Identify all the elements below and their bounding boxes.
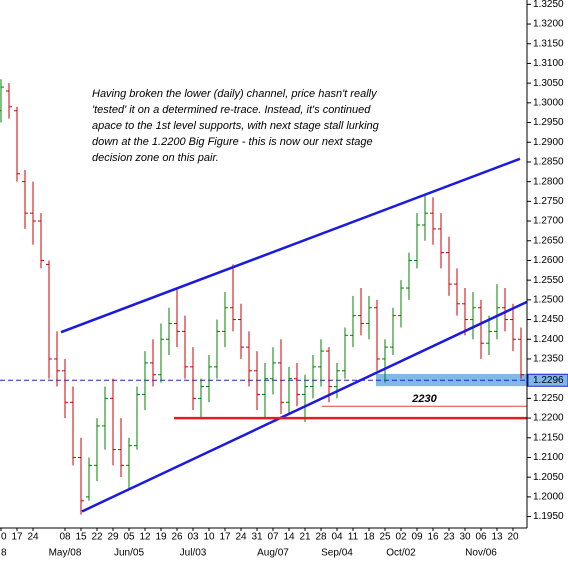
x-tick-label: 19 [155, 532, 167, 543]
annotation: Having broken the lower (daily) channel,… [92, 88, 380, 164]
trend-line [81, 300, 528, 513]
x-tick-label: 24 [235, 532, 247, 543]
y-tick-label: 1.2350 [533, 354, 564, 365]
y-tick-label: 1.2650 [533, 235, 564, 246]
y-tick-label: 1.2550 [533, 275, 564, 286]
y-tick-label: 1.2000 [533, 492, 564, 503]
x-tick-label: 11 [348, 532, 359, 543]
x-tick-label: 21 [299, 532, 311, 543]
x-tick-label: 05 [123, 532, 135, 543]
y-tick-label: 1.2900 [533, 137, 564, 148]
month-label: 8 [1, 548, 7, 559]
x-tick-label: 06 [475, 532, 487, 543]
x-tick-label: 20 [507, 532, 519, 543]
x-tick-label: 02 [395, 532, 407, 543]
x-tick-label: 24 [27, 532, 39, 543]
x-tick-label: 12 [139, 532, 151, 543]
x-tick-label: 17 [11, 532, 23, 543]
x-tick-label: 16 [427, 532, 439, 543]
month-label: Sep/04 [321, 548, 353, 559]
x-tick-label: 22 [91, 532, 103, 543]
month-label: May/08 [49, 548, 82, 559]
x-tick-label: 03 [187, 532, 199, 543]
current-price-box [527, 373, 568, 387]
y-tick-label: 1.2250 [533, 393, 564, 404]
current-price-label: 1.2296 [533, 375, 564, 386]
annotation-line: decision zone on this pair. [92, 152, 219, 164]
y-tick-label: 1.2800 [533, 176, 564, 187]
y-tick-label: 1.2500 [533, 294, 564, 305]
x-tick-label: 23 [443, 532, 455, 543]
x-tick-label: 0 [1, 532, 7, 543]
y-tick-label: 1.2150 [533, 432, 564, 443]
y-tick-label: 1.3100 [533, 58, 564, 69]
x-tick-label: 30 [459, 532, 471, 543]
x-tick-label: 10 [203, 532, 215, 543]
y-tick-label: 1.1950 [533, 511, 564, 522]
y-tick-label: 1.2450 [533, 314, 564, 325]
trend-line [60, 157, 521, 334]
x-tick-label: 13 [491, 532, 503, 543]
month-label: Oct/02 [386, 548, 416, 559]
y-tick-label: 1.3050 [533, 78, 564, 89]
x-tick-label: 18 [363, 532, 375, 543]
x-tick-label: 15 [75, 532, 87, 543]
y-tick-label: 1.2600 [533, 255, 564, 266]
y-tick-label: 1.2050 [533, 472, 564, 483]
y-tick-label: 1.2850 [533, 157, 564, 168]
x-tick-label: 14 [283, 532, 295, 543]
y-tick-label: 1.2200 [533, 413, 564, 424]
month-label: Jun/05 [114, 548, 144, 559]
annotation-line: Having broken the lower (daily) channel,… [92, 88, 378, 100]
x-tick-label: 17 [219, 532, 231, 543]
annotation-line: 'tested' it on a determined re-trace. In… [92, 104, 371, 116]
month-label: Aug/07 [257, 548, 289, 559]
x-tick-label: 08 [59, 532, 71, 543]
x-tick-label: 25 [379, 532, 391, 543]
y-tick-label: 1.3000 [533, 97, 564, 108]
y-tick-label: 1.2400 [533, 334, 564, 345]
line-label: 2230 [411, 393, 437, 405]
x-tick-label: 31 [251, 532, 263, 543]
month-label: Jul/03 [180, 548, 207, 559]
x-tick-label: 07 [267, 532, 279, 543]
x-tick-label: 09 [411, 532, 423, 543]
x-tick-label: 04 [331, 532, 343, 543]
y-tick-label: 1.3250 [533, 0, 564, 10]
y-tick-label: 1.2750 [533, 196, 564, 207]
y-tick-label: 1.3200 [533, 19, 564, 30]
month-label: Nov/06 [465, 548, 497, 559]
x-tick-label: 28 [315, 532, 327, 543]
annotation-line: down at the 1.2200 Big Figure - this is … [92, 136, 373, 148]
y-tick-label: 1.2700 [533, 216, 564, 227]
y-tick-label: 1.3150 [533, 38, 564, 49]
x-tick-label: 26 [171, 532, 183, 543]
x-tick-label: 29 [107, 532, 119, 543]
y-tick-label: 1.2100 [533, 452, 564, 463]
y-tick-label: 1.2950 [533, 117, 564, 128]
annotation-line: apace to the 1st level supports, with ne… [92, 120, 380, 132]
